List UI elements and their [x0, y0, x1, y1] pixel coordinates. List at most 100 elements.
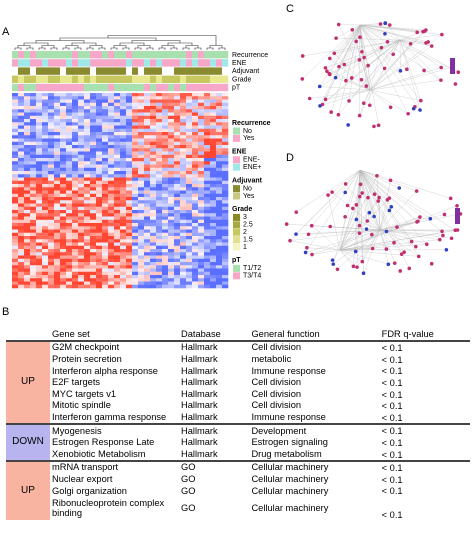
heatmap-cell — [132, 106, 139, 110]
heatmap-cell — [144, 271, 151, 276]
heatmap-cell — [24, 106, 31, 110]
heatmap-cell — [12, 115, 19, 120]
heatmap-cell — [162, 200, 169, 204]
heatmap-cell — [48, 145, 55, 149]
heatmap-cell — [84, 206, 91, 211]
heatmap-cell — [204, 158, 211, 162]
heatmap-cell — [150, 271, 157, 276]
heatmap-cell — [18, 138, 25, 143]
legend-swatch — [233, 272, 240, 280]
heatmap-cell — [162, 232, 169, 237]
network-edge — [379, 229, 443, 232]
network-edge — [378, 197, 381, 231]
network-edge — [359, 169, 410, 269]
heatmap-cell — [204, 164, 211, 169]
heatmap-cell — [60, 242, 67, 247]
heatmap-cell — [216, 239, 223, 243]
heatmap-cell — [204, 223, 211, 227]
heatmap-cell — [78, 96, 85, 100]
heatmap-cell — [222, 262, 229, 266]
heatmap-cell — [96, 171, 103, 175]
heatmap-cell — [156, 102, 163, 107]
network-node — [357, 58, 362, 62]
heatmap-cell — [72, 271, 79, 276]
heatmap-cell — [114, 93, 121, 97]
heatmap-cell — [150, 229, 157, 234]
heatmap-cell — [198, 96, 205, 100]
heatmap-cell — [150, 99, 157, 104]
heatmap-cell — [54, 187, 61, 191]
heatmap-cell — [60, 226, 67, 230]
heatmap-cell — [168, 132, 175, 136]
network-edge — [379, 180, 391, 231]
heatmap-cell — [24, 232, 31, 237]
network-node — [300, 54, 305, 58]
network-node — [372, 124, 376, 129]
heatmap-cell — [156, 158, 163, 162]
heatmap-cell — [114, 135, 121, 139]
annotation-cell — [18, 59, 25, 67]
heatmap-cell — [138, 258, 145, 263]
dendrogram-branch — [89, 45, 103, 48]
network-edge — [338, 39, 401, 67]
heatmap-cell — [192, 151, 199, 156]
heatmap-cell — [108, 174, 115, 178]
network-edge — [363, 89, 371, 104]
heatmap-cell — [66, 197, 73, 201]
heatmap-cell — [144, 132, 151, 136]
annotation-cell — [168, 51, 175, 59]
heatmap-cell — [120, 193, 127, 198]
heatmap-cell — [156, 210, 163, 214]
annotation-cell — [30, 83, 37, 92]
annotation-cell — [156, 59, 163, 67]
heatmap-cell — [138, 219, 145, 224]
heatmap-cell — [36, 96, 43, 100]
network-node — [306, 232, 311, 237]
heatmap-cell — [222, 122, 229, 126]
heatmap-cell — [150, 206, 157, 211]
table-cell: metabolic — [251, 353, 292, 364]
network-node — [294, 210, 299, 214]
heatmap-cell — [36, 281, 43, 286]
network-node — [364, 84, 369, 88]
heatmap-cell — [216, 258, 223, 263]
heatmap-cell — [126, 278, 133, 282]
heatmap-cell — [180, 122, 187, 126]
heatmap-cell — [150, 161, 157, 165]
heatmap-cell — [120, 200, 127, 204]
heatmap-cell — [54, 93, 61, 97]
annotation-cell — [36, 51, 43, 59]
heatmap-cell — [84, 193, 91, 198]
heatmap-cell — [48, 193, 55, 198]
legend-swatch — [233, 134, 240, 142]
heatmap-cell — [216, 164, 223, 169]
heatmap-cell — [180, 158, 187, 162]
heatmap-cell — [108, 213, 115, 217]
heatmap-cell — [60, 93, 67, 97]
heatmap-cell — [222, 145, 229, 149]
heatmap-cell — [54, 154, 61, 159]
heatmap-cell — [114, 158, 121, 162]
heatmap-cell — [150, 223, 157, 227]
heatmap-cell — [30, 252, 37, 256]
heatmap-cell — [108, 167, 115, 172]
heatmap-cell — [96, 112, 103, 117]
heatmap-cell — [36, 255, 43, 260]
heatmap-cell — [174, 112, 181, 117]
network-edge — [338, 24, 371, 91]
heatmap-cell — [84, 284, 91, 289]
heatmap-cell — [198, 148, 205, 152]
heatmap-cell — [12, 190, 19, 195]
heatmap-cell — [186, 106, 193, 110]
heatmap-cell — [186, 184, 193, 188]
network-node — [388, 105, 393, 110]
network-node — [370, 246, 375, 251]
heatmap-cell — [48, 206, 55, 211]
heatmap-cell — [126, 229, 133, 234]
heatmap-cell — [42, 271, 49, 276]
table-cell: Myogenesis — [50, 422, 179, 437]
heatmap-cell — [222, 275, 229, 279]
legend-item: 1.5 — [243, 236, 253, 243]
network-edge — [369, 67, 442, 91]
heatmap-cell — [30, 112, 37, 117]
